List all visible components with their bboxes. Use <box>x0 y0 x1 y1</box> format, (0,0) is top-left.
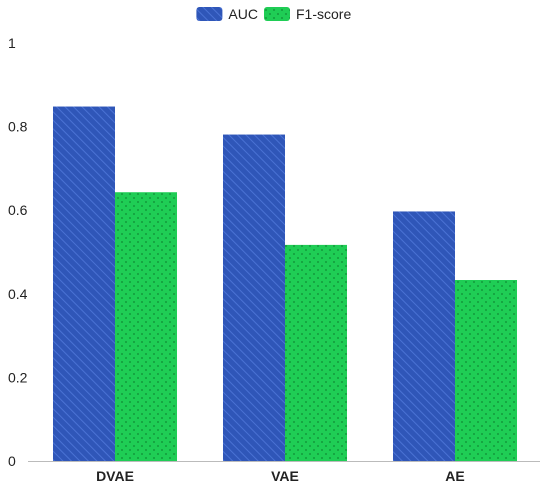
legend-swatch-f1-score <box>264 7 290 21</box>
y-tick-label: 0 <box>8 453 16 469</box>
y-tick-label: 0.8 <box>8 119 28 135</box>
bars <box>53 106 517 462</box>
bar-auc-dvae <box>53 106 115 461</box>
legend-label-f1-score: F1-score <box>296 6 351 22</box>
x-tick-label: DVAE <box>96 468 134 484</box>
bar-f1-score-vae <box>285 244 347 461</box>
y-tick-label: 0.4 <box>8 286 28 302</box>
bar-auc-ae <box>393 211 455 461</box>
legend-swatch-auc <box>196 7 223 21</box>
legend: AUC F1-score <box>196 6 351 22</box>
x-axis: DVAE VAE AE <box>96 468 465 484</box>
y-tick-label: 1 <box>8 35 16 51</box>
x-tick-label: VAE <box>271 468 299 484</box>
legend-label-auc: AUC <box>228 6 258 22</box>
y-axis: 0 0.2 0.4 0.6 0.8 1 <box>8 35 28 469</box>
bar-f1-score-ae <box>455 280 517 461</box>
y-tick-label: 0.2 <box>8 369 28 385</box>
y-tick-label: 0.6 <box>8 202 28 218</box>
bar-auc-vae <box>223 134 285 462</box>
bar-f1-score-dvae <box>115 192 177 461</box>
x-tick-label: AE <box>445 468 464 484</box>
